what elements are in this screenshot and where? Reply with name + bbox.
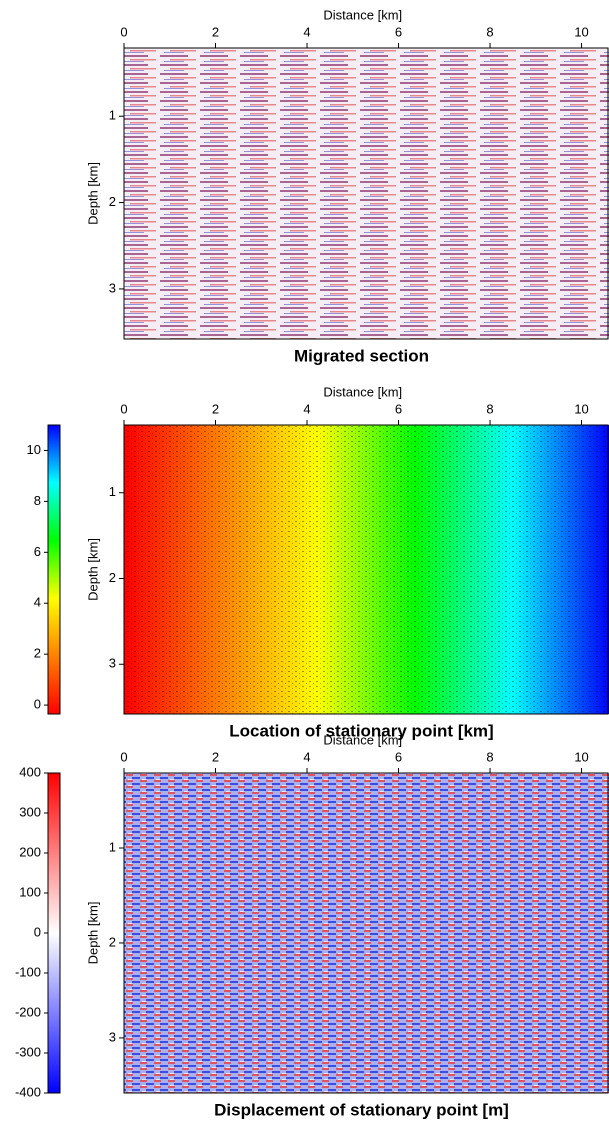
- colorbar-tick-label: 400: [19, 764, 41, 779]
- x-tick-label: 6: [395, 749, 402, 764]
- x-axis-label: Distance [km]: [323, 384, 402, 399]
- y-tick-label: 2: [109, 570, 116, 585]
- y-tick-label: 1: [109, 839, 116, 854]
- colorbar-tick-label: 2: [34, 646, 41, 661]
- frame: [123, 424, 609, 715]
- panel-title: Location of stationary point [km]: [229, 721, 493, 740]
- y-axis-label: Depth [km]: [85, 162, 100, 225]
- colorbar-tick-label: 4: [34, 595, 41, 610]
- y-tick-label: 1: [109, 484, 116, 499]
- image-texture: [124, 425, 609, 714]
- y-tick-label: 3: [109, 280, 116, 295]
- x-tick-label: 4: [303, 749, 310, 764]
- x-tick-label: 4: [303, 401, 310, 416]
- x-tick-label: 8: [486, 749, 493, 764]
- image: [124, 48, 609, 339]
- x-tick-label: 6: [395, 401, 402, 416]
- colorbar-tick-label: 0: [34, 697, 41, 712]
- x-tick-label: 10: [574, 24, 588, 39]
- x-tick-label: 0: [120, 749, 127, 764]
- colorbar-tick-label: 300: [19, 804, 41, 819]
- frame: [123, 47, 609, 340]
- frame: [123, 772, 609, 1094]
- colorbar-tick-label: 200: [19, 844, 41, 859]
- x-tick-label: 2: [212, 24, 219, 39]
- x-axis-label: Distance [km]: [323, 7, 402, 22]
- x-tick-label: 8: [486, 401, 493, 416]
- y-axis-label: Depth [km]: [85, 902, 100, 965]
- colorbar-tick-label: 100: [19, 884, 41, 899]
- y-axis-label: Depth [km]: [85, 538, 100, 601]
- panel-title: Displacement of stationary point [m]: [214, 1100, 509, 1119]
- image: [124, 773, 609, 1093]
- x-tick-label: 4: [303, 24, 310, 39]
- x-tick-label: 2: [212, 401, 219, 416]
- colorbar-tick-label: -100: [15, 964, 41, 979]
- y-tick-label: 2: [109, 194, 116, 209]
- x-tick-label: 0: [120, 401, 127, 416]
- colorbar-tick-label: 6: [34, 544, 41, 559]
- colorbar-tick-label: 8: [34, 493, 41, 508]
- y-tick-label: 1: [109, 108, 116, 123]
- colorbar-tick-label: -400: [15, 1084, 41, 1099]
- x-tick-label: 10: [574, 401, 588, 416]
- x-tick-label: 10: [574, 749, 588, 764]
- panel-title: Migrated section: [294, 346, 429, 365]
- x-tick-label: 0: [120, 24, 127, 39]
- x-tick-label: 2: [212, 749, 219, 764]
- colorbar-tick-label: 0: [34, 924, 41, 939]
- x-tick-label: 6: [395, 24, 402, 39]
- y-tick-label: 2: [109, 934, 116, 949]
- y-tick-label: 3: [109, 656, 116, 671]
- colorbar: [47, 772, 61, 1094]
- y-tick-label: 3: [109, 1029, 116, 1044]
- colorbar-tick-label: -200: [15, 1004, 41, 1019]
- x-tick-label: 8: [486, 24, 493, 39]
- colorbar-tick-label: 10: [27, 442, 41, 457]
- colorbar-tick-label: -300: [15, 1044, 41, 1059]
- x-axis-label: Distance [km]: [323, 732, 402, 747]
- colorbar: [47, 424, 61, 715]
